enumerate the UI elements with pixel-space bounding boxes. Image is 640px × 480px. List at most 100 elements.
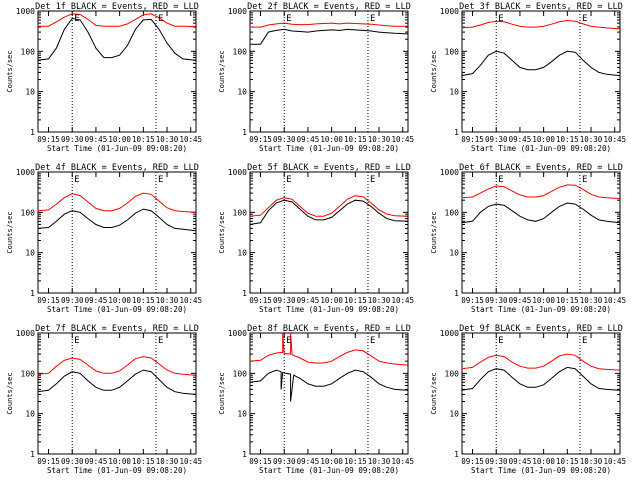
- x-tick-label: 10:45: [179, 135, 202, 144]
- event-marker-label: E: [370, 14, 375, 24]
- plot-frame: [249, 10, 409, 133]
- y-axis-label: Counts/sec: [430, 211, 438, 253]
- x-tick-label: 10:15: [556, 296, 579, 305]
- event-marker-label: E: [582, 175, 587, 185]
- x-axis-label: Start Time (01-Jun-09 09:08:20): [471, 144, 611, 153]
- x-tick-label: 10:45: [391, 296, 414, 305]
- y-tick-label: 1: [454, 289, 459, 298]
- chart-panel-8: Det 8f BLACK = Events, RED = LLD Counts/s…: [218, 324, 414, 475]
- y-tick-label: 1000: [228, 329, 247, 338]
- y-tick-label: 100: [233, 208, 248, 217]
- x-tick-label: 10:00: [320, 457, 343, 466]
- plot-frame: [249, 332, 409, 455]
- x-tick-label: 09:45: [85, 296, 108, 305]
- x-tick-label: 09:45: [297, 457, 320, 466]
- x-tick-label: 10:30: [156, 457, 179, 466]
- plot-frame: [249, 171, 409, 294]
- plot-frame: [37, 171, 197, 294]
- x-tick-label: 10:15: [132, 296, 155, 305]
- y-tick-label: 1: [242, 128, 247, 137]
- x-tick-label: 10:00: [320, 135, 343, 144]
- chart-panel-9: Det 9f BLACK = Events, RED = LLD Counts/s…: [430, 324, 626, 475]
- y-tick-label: 1: [30, 450, 35, 459]
- chart-title: Det 7f BLACK = Events, RED = LLD: [35, 324, 199, 334]
- x-tick-label: 09:45: [509, 457, 532, 466]
- x-axis-label: Start Time (01-Jun-09 09:08:20): [259, 144, 399, 153]
- y-axis-label: Counts/sec: [6, 211, 14, 253]
- x-tick-label: 10:30: [580, 296, 603, 305]
- x-axis-label: Start Time (01-Jun-09 09:08:20): [471, 466, 611, 475]
- chart-title: Det 9f BLACK = Events, RED = LLD: [459, 324, 623, 334]
- x-tick-label: 09:30: [61, 457, 84, 466]
- y-axis-label: Counts/sec: [218, 211, 226, 253]
- y-axis-label: Counts/sec: [218, 372, 226, 414]
- series-line-events: [37, 369, 196, 395]
- x-tick-label: 10:00: [532, 296, 555, 305]
- x-tick-label: 10:15: [132, 135, 155, 144]
- x-tick-label: 09:45: [297, 296, 320, 305]
- x-tick-label: 10:00: [108, 135, 131, 144]
- y-tick-label: 1000: [16, 7, 35, 16]
- y-axis-label: Counts/sec: [218, 50, 226, 92]
- series-line-events: [461, 202, 620, 224]
- x-tick-label: 09:15: [249, 457, 272, 466]
- x-tick-label: 09:45: [85, 457, 108, 466]
- x-tick-label: 10:45: [391, 457, 414, 466]
- series-line-lld: [37, 13, 196, 28]
- x-tick-label: 09:30: [273, 457, 296, 466]
- x-tick-label: 09:15: [461, 135, 484, 144]
- y-tick-label: 10: [25, 249, 35, 258]
- chart-panel-5: Det 5f BLACK = Events, RED = LLD Counts/s…: [218, 163, 414, 314]
- chart-title: Det 4f BLACK = Events, RED = LLD: [35, 163, 199, 173]
- event-marker-label: E: [74, 175, 79, 185]
- plot-frame: [461, 171, 621, 294]
- series-line-events: [249, 28, 408, 45]
- x-tick-label: 09:30: [61, 296, 84, 305]
- y-tick-label: 1: [454, 450, 459, 459]
- series-line-lld: [461, 19, 620, 30]
- y-tick-label: 1: [454, 128, 459, 137]
- x-axis-label: Start Time (01-Jun-09 09:08:20): [47, 144, 187, 153]
- x-tick-label: 09:15: [37, 296, 60, 305]
- x-tick-label: 10:30: [580, 135, 603, 144]
- x-tick-label: 09:15: [461, 296, 484, 305]
- series-line-lld: [249, 195, 408, 217]
- series-line-events: [249, 199, 408, 225]
- x-tick-label: 10:45: [179, 296, 202, 305]
- y-tick-label: 10: [237, 249, 247, 258]
- series-line-events: [37, 208, 196, 232]
- x-tick-label: 10:15: [344, 135, 367, 144]
- x-axis-label: Start Time (01-Jun-09 09:08:20): [471, 305, 611, 314]
- chart-title: Det 3f BLACK = Events, RED = LLD: [459, 2, 623, 12]
- chart-panel-2: Det 2f BLACK = Events, RED = LLD Counts/s…: [218, 2, 414, 153]
- x-tick-label: 09:30: [61, 135, 84, 144]
- event-marker-label: E: [370, 175, 375, 185]
- x-tick-label: 10:15: [556, 135, 579, 144]
- chart-panel-1: Det 1f BLACK = Events, RED = LLD Counts/s…: [6, 2, 202, 153]
- x-tick-label: 10:30: [156, 296, 179, 305]
- x-tick-label: 09:15: [249, 135, 272, 144]
- series-line-events: [37, 17, 196, 61]
- y-tick-label: 1000: [16, 329, 35, 338]
- x-tick-label: 10:00: [108, 457, 131, 466]
- y-tick-label: 1: [30, 289, 35, 298]
- y-tick-label: 100: [21, 208, 36, 217]
- event-marker-label: E: [74, 336, 79, 346]
- y-tick-label: 10: [237, 410, 247, 419]
- x-tick-label: 10:15: [132, 457, 155, 466]
- y-tick-label: 10: [449, 88, 459, 97]
- y-tick-label: 100: [21, 47, 36, 56]
- y-tick-label: 100: [21, 369, 36, 378]
- x-tick-label: 10:15: [344, 296, 367, 305]
- event-marker-label: E: [286, 336, 291, 346]
- plot-frame: [461, 10, 621, 133]
- event-marker-label: E: [498, 14, 503, 24]
- x-tick-label: 10:45: [603, 296, 626, 305]
- x-tick-label: 09:45: [297, 135, 320, 144]
- chart-title: Det 6f BLACK = Events, RED = LLD: [459, 163, 623, 173]
- chart-title: Det 8f BLACK = Events, RED = LLD: [247, 324, 411, 334]
- series-line-lld: [249, 22, 408, 28]
- y-tick-label: 1000: [440, 168, 459, 177]
- y-axis-label: Counts/sec: [430, 50, 438, 92]
